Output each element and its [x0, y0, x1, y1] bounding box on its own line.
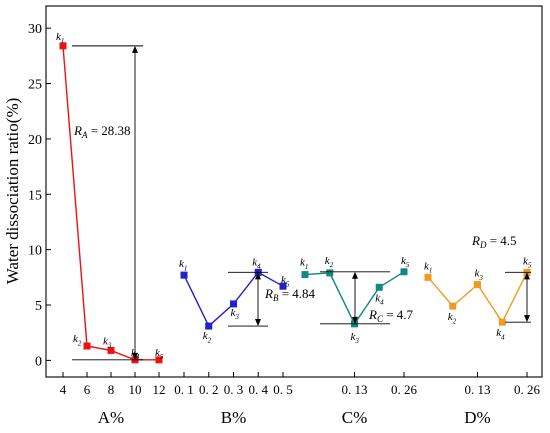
panel-label: B%	[221, 408, 247, 427]
x-tick-label: 6	[84, 382, 91, 397]
range-arrowhead-down	[132, 352, 138, 360]
series-line	[427, 272, 528, 324]
y-axis-label: Water dissociation ratio(%)	[3, 98, 22, 285]
range-arrowhead-up	[352, 271, 358, 279]
point-label: k4	[252, 256, 261, 270]
point-label: k2	[73, 333, 82, 347]
point-label: k4	[375, 292, 384, 306]
point-label: k5	[523, 255, 532, 269]
data-point	[107, 346, 115, 354]
data-point	[375, 283, 383, 291]
data-point	[474, 281, 481, 289]
range-label: RD = 4.5	[471, 233, 517, 250]
series-line	[62, 45, 159, 361]
data-point	[400, 268, 408, 276]
point-label: k4	[496, 327, 505, 341]
range-label: RB = 4.84	[264, 286, 316, 303]
x-tick-label: 10	[129, 382, 142, 397]
panel-3: 0. 13 0. 26 C% k1 k2 k3 k4 k5 RC = 4.7	[300, 255, 418, 427]
data-point	[155, 356, 163, 364]
point-label: k2	[448, 311, 457, 325]
y-tick-label: 15	[28, 188, 42, 203]
y-tick-label: 30	[28, 22, 42, 37]
range-arrowhead-up	[524, 272, 530, 280]
data-point	[230, 300, 237, 308]
x-tick-label: 4	[60, 382, 67, 397]
x-tick-label: 0. 26	[514, 382, 541, 397]
data-point	[59, 42, 67, 50]
data-point	[498, 318, 506, 326]
panel-label: C%	[342, 408, 368, 427]
point-label: k2	[325, 255, 334, 269]
data-point	[83, 342, 91, 350]
point-label: k1	[56, 31, 64, 45]
panel-4: 0. 13 0. 26 D% k1 k2 k3 k4 k5 RD = 4.5	[424, 233, 541, 427]
x-tick-label: 0. 2	[199, 382, 219, 397]
y-tick-label: 5	[35, 299, 42, 314]
point-label: k5	[401, 255, 410, 269]
data-point	[205, 322, 213, 330]
data-point	[449, 302, 457, 310]
point-label: k3	[231, 307, 240, 321]
range-arrowhead-down	[352, 316, 358, 324]
data-point	[424, 273, 432, 281]
x-tick-label: 8	[108, 382, 115, 397]
panel-label: D%	[464, 408, 490, 427]
point-label: k1	[300, 257, 308, 271]
range-arrowhead-down	[255, 319, 261, 327]
data-point	[326, 269, 334, 277]
point-label: k2	[203, 330, 212, 344]
panel-label: A%	[98, 408, 124, 427]
data-point	[180, 271, 188, 279]
point-label: k5	[281, 274, 290, 288]
x-tick-label: 0. 1	[174, 382, 194, 397]
x-tick-label: 0. 13	[465, 382, 491, 397]
range-label: RA = 28.38	[73, 123, 131, 140]
data-point	[279, 282, 287, 290]
range-arrowhead-down	[524, 315, 530, 323]
data-point	[301, 271, 309, 279]
x-tick-label: 0. 26	[391, 382, 418, 397]
x-tick-label: 0. 4	[249, 382, 269, 397]
x-tick-label: 0. 3	[224, 382, 244, 397]
x-tick-label: 0. 13	[342, 382, 368, 397]
y-axis: 0 5 10 15 20 25 30	[28, 22, 51, 369]
point-label: k5	[155, 347, 164, 361]
y-tick-label: 10	[28, 244, 42, 259]
range-arrowhead-up	[255, 272, 261, 280]
point-label: k1	[424, 260, 432, 274]
range-arrowhead-up	[132, 45, 138, 53]
point-label: k3	[351, 331, 360, 345]
x-tick-label: 12	[153, 382, 166, 397]
point-label: k3	[103, 335, 112, 349]
plot-frame	[45, 5, 543, 378]
range-label: RC = 4.7	[368, 307, 414, 324]
y-tick-label: 0	[35, 354, 42, 369]
y-tick-label: 25	[28, 78, 42, 93]
x-tick-label: 0. 5	[273, 382, 293, 397]
point-label: k1	[179, 258, 187, 272]
y-tick-label: 20	[28, 133, 42, 148]
point-label: k3	[475, 268, 484, 282]
